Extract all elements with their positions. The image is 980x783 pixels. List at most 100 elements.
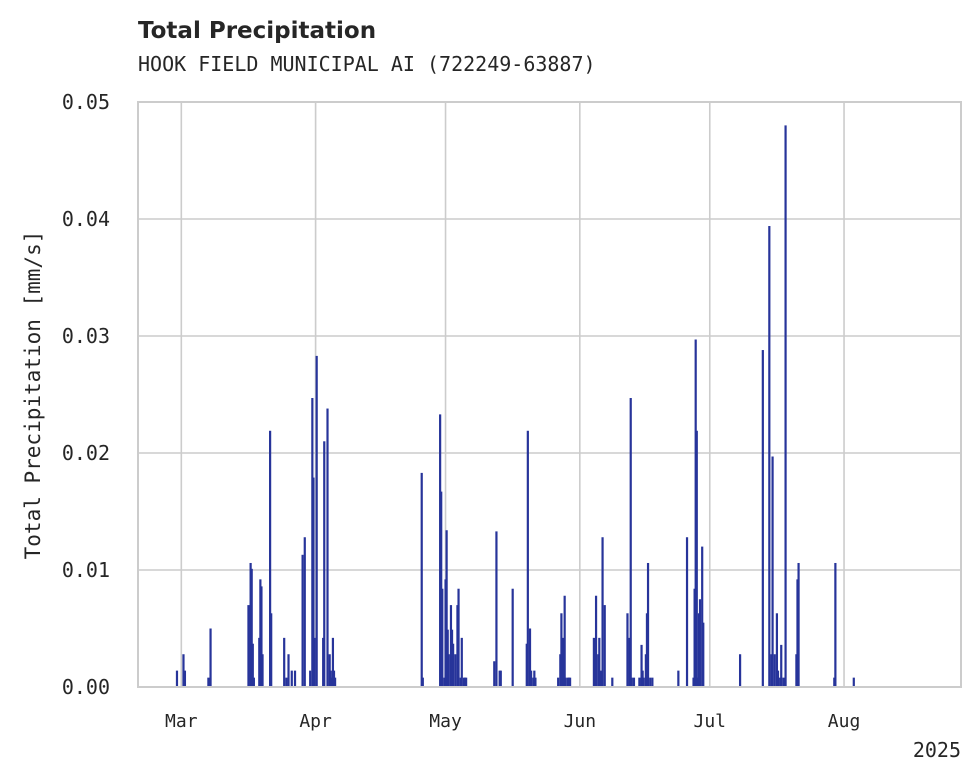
precipitation-bar: [780, 644, 783, 687]
precipitation-bar: [421, 677, 424, 687]
precipitation-bar: [207, 677, 210, 687]
precipitation-bar: [771, 456, 774, 687]
precipitation-bar: [797, 562, 800, 687]
plot-frame: [137, 101, 962, 688]
x-axis-year-label: 2025: [913, 738, 961, 762]
precipitation-bar: [640, 644, 643, 687]
precipitation-bar: [534, 677, 537, 687]
precipitation-bar: [852, 677, 855, 687]
precipitation-bar: [701, 546, 704, 687]
precipitation-bar: [493, 661, 496, 687]
precipitation-bar: [649, 677, 652, 687]
precipitation-bar: [629, 398, 632, 687]
precipitation-bar: [638, 677, 641, 687]
precipitation-bar: [677, 670, 680, 687]
precipitation-bar: [183, 670, 187, 687]
precipitation-bar: [312, 477, 315, 687]
precipitation-bar: [632, 677, 636, 687]
precipitation-bar: [270, 613, 273, 687]
precipitation-bar: [563, 595, 566, 687]
precipitation-bar: [592, 637, 595, 687]
precipitation-bar: [782, 677, 785, 687]
x-tick-label: Jun: [564, 711, 597, 732]
x-tick-label: May: [429, 711, 462, 732]
precipitation-bar: [495, 531, 498, 687]
precipitation-bar: [603, 605, 606, 687]
precipitation-bar: [287, 654, 290, 687]
precipitation-bar: [313, 637, 316, 687]
precipitation-bar: [761, 350, 764, 687]
precipitation-bar: [175, 670, 179, 687]
precipitation-bar: [773, 654, 776, 687]
precipitation-bar: [457, 588, 460, 687]
precipitation-bar: [611, 677, 614, 687]
precipitation-bar: [601, 537, 604, 687]
x-tick-label: Apr: [299, 711, 332, 732]
precipitation-bar: [315, 355, 318, 687]
precipitation-bar: [420, 472, 423, 687]
y-tick-label: 0.05: [62, 90, 110, 114]
precipitation-bar: [441, 588, 444, 687]
precipitation-bar: [269, 430, 272, 687]
precipitation-bar: [768, 226, 771, 687]
precipitation-bar: [698, 599, 702, 687]
bars-group: [175, 125, 855, 687]
y-tick-label: 0.02: [62, 441, 110, 465]
precipitation-bar: [529, 670, 533, 687]
precipitation-bar: [642, 677, 645, 687]
precipitation-bar: [775, 613, 779, 687]
precipitation-bar: [685, 537, 689, 687]
precipitation-bar: [630, 677, 633, 687]
precipitation-bar: [301, 554, 304, 687]
precipitation-bar: [651, 677, 654, 687]
precipitation-bar: [560, 613, 563, 687]
precipitation-bar: [695, 430, 698, 687]
precipitation-bar: [452, 643, 455, 687]
precipitation-bar: [528, 628, 532, 687]
precipitation-bar: [209, 628, 212, 687]
precipitation-bar: [447, 654, 450, 687]
precipitation-bar: [251, 643, 254, 687]
chart-subtitle: HOOK FIELD MUNICIPAL AI (722249-63887): [138, 52, 596, 76]
precipitation-bar: [557, 677, 560, 687]
precipitation-bar: [568, 677, 572, 687]
precipitation-bar: [626, 613, 629, 687]
chart-title: Total Precipitation: [138, 18, 377, 44]
precipitation-bar: [252, 677, 255, 687]
precipitation-bar: [250, 568, 253, 687]
precipitation-bar: [323, 441, 326, 687]
precipitation-bar: [564, 677, 567, 687]
precipitation-bar: [598, 637, 601, 687]
precipitation-bar: [303, 537, 306, 687]
precipitation-bar: [260, 586, 263, 687]
y-axis: 0.00 0.01 0.02 0.03 0.04 0.05: [62, 90, 110, 699]
precipitation-bar: [283, 637, 286, 687]
precipitation-bar: [331, 637, 335, 687]
precipitation-bar: [511, 588, 514, 687]
y-tick-label: 0.04: [62, 207, 110, 231]
precipitation-bar: [333, 677, 337, 687]
precipitation-bar: [460, 637, 463, 687]
x-tick-label: Jul: [694, 711, 727, 732]
y-axis-label: Total Precipitation [mm/s]: [21, 231, 45, 560]
precipitation-bar: [285, 677, 288, 687]
precipitation-bar: [834, 562, 837, 687]
precipitation-bar: [599, 670, 602, 687]
y-tick-label: 0.01: [62, 558, 110, 582]
precipitation-bar: [326, 408, 329, 687]
precipitation-bar: [293, 670, 297, 687]
precipitation-bar: [309, 670, 312, 687]
precipitation-bar: [738, 654, 742, 687]
precipitation-bar: [261, 654, 264, 687]
precipitation-bar: [784, 125, 787, 687]
y-tick-label: 0.00: [62, 675, 110, 699]
y-tick-label: 0.03: [62, 324, 110, 348]
x-tick-label: Mar: [165, 711, 198, 732]
x-axis: Mar Apr May Jun Jul Aug: [165, 711, 860, 732]
precipitation-bar: [445, 530, 448, 687]
x-tick-label: Aug: [828, 711, 861, 732]
precipitation-bar: [290, 670, 293, 687]
precipitation-bar: [465, 677, 468, 687]
precipitation-bar: [182, 654, 185, 687]
